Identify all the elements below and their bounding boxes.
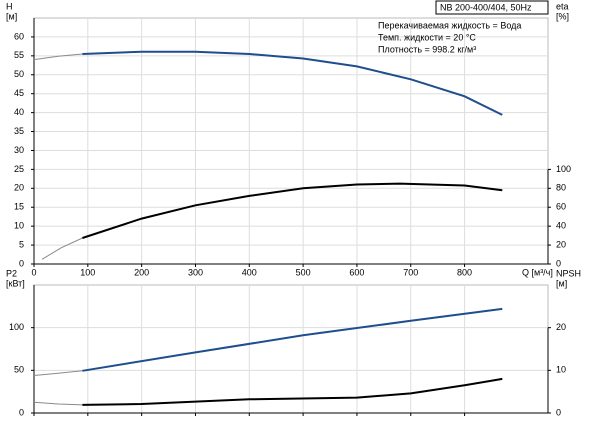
annotation: Перекачиваемая жидкость = Вода	[378, 20, 521, 30]
x-label: Q [м³/ч]	[522, 267, 553, 277]
y2-label: eta	[556, 1, 569, 11]
curve	[33, 53, 83, 61]
y2-tick-label: 20	[556, 322, 566, 332]
x-tick-label: 500	[296, 267, 311, 277]
y2-tick-label: 0	[556, 407, 561, 417]
plot-frame	[33, 284, 549, 414]
y2-tick-label: 10	[556, 365, 566, 375]
y-tick-label: 35	[14, 126, 24, 136]
y-label: H	[6, 1, 13, 11]
y-tick-label: 30	[14, 145, 24, 155]
annotation: Темп. жидкости = 20 °C	[378, 32, 476, 42]
y-tick-label: 5	[19, 239, 24, 249]
curve	[33, 401, 83, 406]
x-tick-label: 100	[80, 267, 95, 277]
y-tick-label: 40	[14, 107, 24, 117]
y-tick-label: 50	[14, 365, 24, 375]
y-tick-label: 45	[14, 88, 24, 98]
curve	[82, 307, 503, 372]
y2-tick-label: 100	[556, 164, 571, 174]
y2-tick-label: 0	[556, 258, 561, 268]
y-tick-label: 10	[14, 221, 24, 231]
y-tick-label: 20	[14, 183, 24, 193]
y-tick-label: 0	[19, 407, 24, 417]
curve	[33, 370, 83, 376]
curve	[82, 182, 503, 239]
curve	[41, 237, 83, 260]
x-tick-label: 400	[242, 267, 257, 277]
y-tick-label: 0	[19, 258, 24, 268]
y2-unit: [%]	[556, 11, 569, 21]
x-tick-label: 300	[188, 267, 203, 277]
y-tick-label: 60	[14, 31, 24, 41]
y2-tick-label: 60	[556, 202, 566, 212]
y2-unit: [м]	[556, 278, 567, 288]
y-label: P2	[6, 268, 17, 278]
x-tick-label: 700	[403, 267, 418, 277]
y-tick-label: 50	[14, 69, 24, 79]
plot-frame	[33, 17, 549, 265]
y2-tick-label: 80	[556, 183, 566, 193]
y-unit: [м]	[6, 11, 17, 21]
annotation: Плотность = 998.2 кг/м³	[378, 44, 476, 54]
title-box	[435, 0, 549, 15]
chart-title: NB 200-400/404, 50Hz	[440, 2, 532, 12]
y-unit: [кВт]	[6, 278, 25, 288]
x-tick-label: 800	[457, 267, 472, 277]
curve	[82, 50, 503, 116]
y2-label: NPSH	[556, 268, 581, 278]
x-tick-label: 0	[31, 267, 36, 277]
x-tick-label: 600	[349, 267, 364, 277]
y2-tick-label: 20	[556, 239, 566, 249]
y-tick-label: 100	[9, 322, 24, 332]
y2-tick-label: 40	[556, 221, 566, 231]
x-tick-label: 200	[134, 267, 149, 277]
y-tick-label: 55	[14, 50, 24, 60]
y-tick-label: 15	[14, 202, 24, 212]
y-tick-label: 25	[14, 164, 24, 174]
curve	[82, 377, 503, 406]
